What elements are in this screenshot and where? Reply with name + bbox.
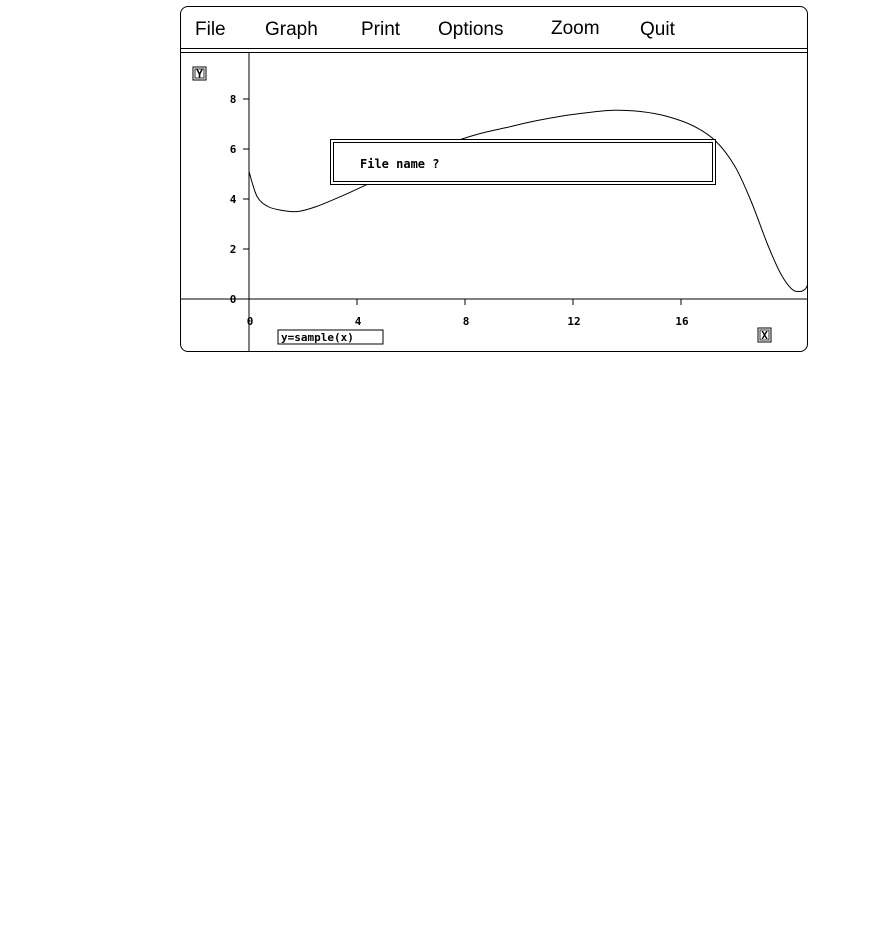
dialog-prompt: File name ? [360,157,440,171]
file-name-input[interactable] [464,154,694,172]
y-tick-label: 8 [230,93,237,106]
menu-print[interactable]: Print [361,19,401,40]
menu-file[interactable]: File [195,19,226,40]
x-tick-label: 0 [247,315,254,328]
function-curve [248,109,807,293]
menu-divider-top [181,48,807,49]
menu-divider-bottom [181,52,807,53]
x-ticks: 0 4 8 12 16 [247,299,689,328]
y-axis-label: Y [196,68,203,81]
file-name-dialog: File name ? [330,139,716,185]
y-tick-label: 4 [230,193,237,206]
y-tick-label: 0 [230,293,237,306]
x-tick-label: 8 [463,315,470,328]
function-label-box: y=sample(x) [277,329,384,345]
y-tick-label: 2 [230,243,237,256]
x-tick-label: 12 [567,315,580,328]
y-tick-label: 6 [230,143,237,156]
y-axis-label-box: Y [192,66,207,81]
menu-zoom[interactable]: Zoom [551,18,600,39]
plot-area: 0 2 4 6 8 0 4 8 12 16 Y X y=sample(x) [181,53,807,351]
x-tick-label: 16 [675,315,689,328]
x-axis-label-box: X [757,327,772,343]
menu-bar: File Graph Print Options Zoom Quit [181,7,807,51]
y-ticks: 0 2 4 6 8 [230,93,249,306]
x-tick-label: 4 [355,315,362,328]
graph-window: File Graph Print Options Zoom Quit 0 2 4 6 8… [180,6,808,352]
x-axis-label: X [761,329,768,342]
function-label: y=sample(x) [281,331,354,344]
menu-quit[interactable]: Quit [640,19,675,40]
menu-options[interactable]: Options [438,19,504,40]
dialog-frame: File name ? [333,142,713,182]
menu-graph[interactable]: Graph [265,19,318,40]
